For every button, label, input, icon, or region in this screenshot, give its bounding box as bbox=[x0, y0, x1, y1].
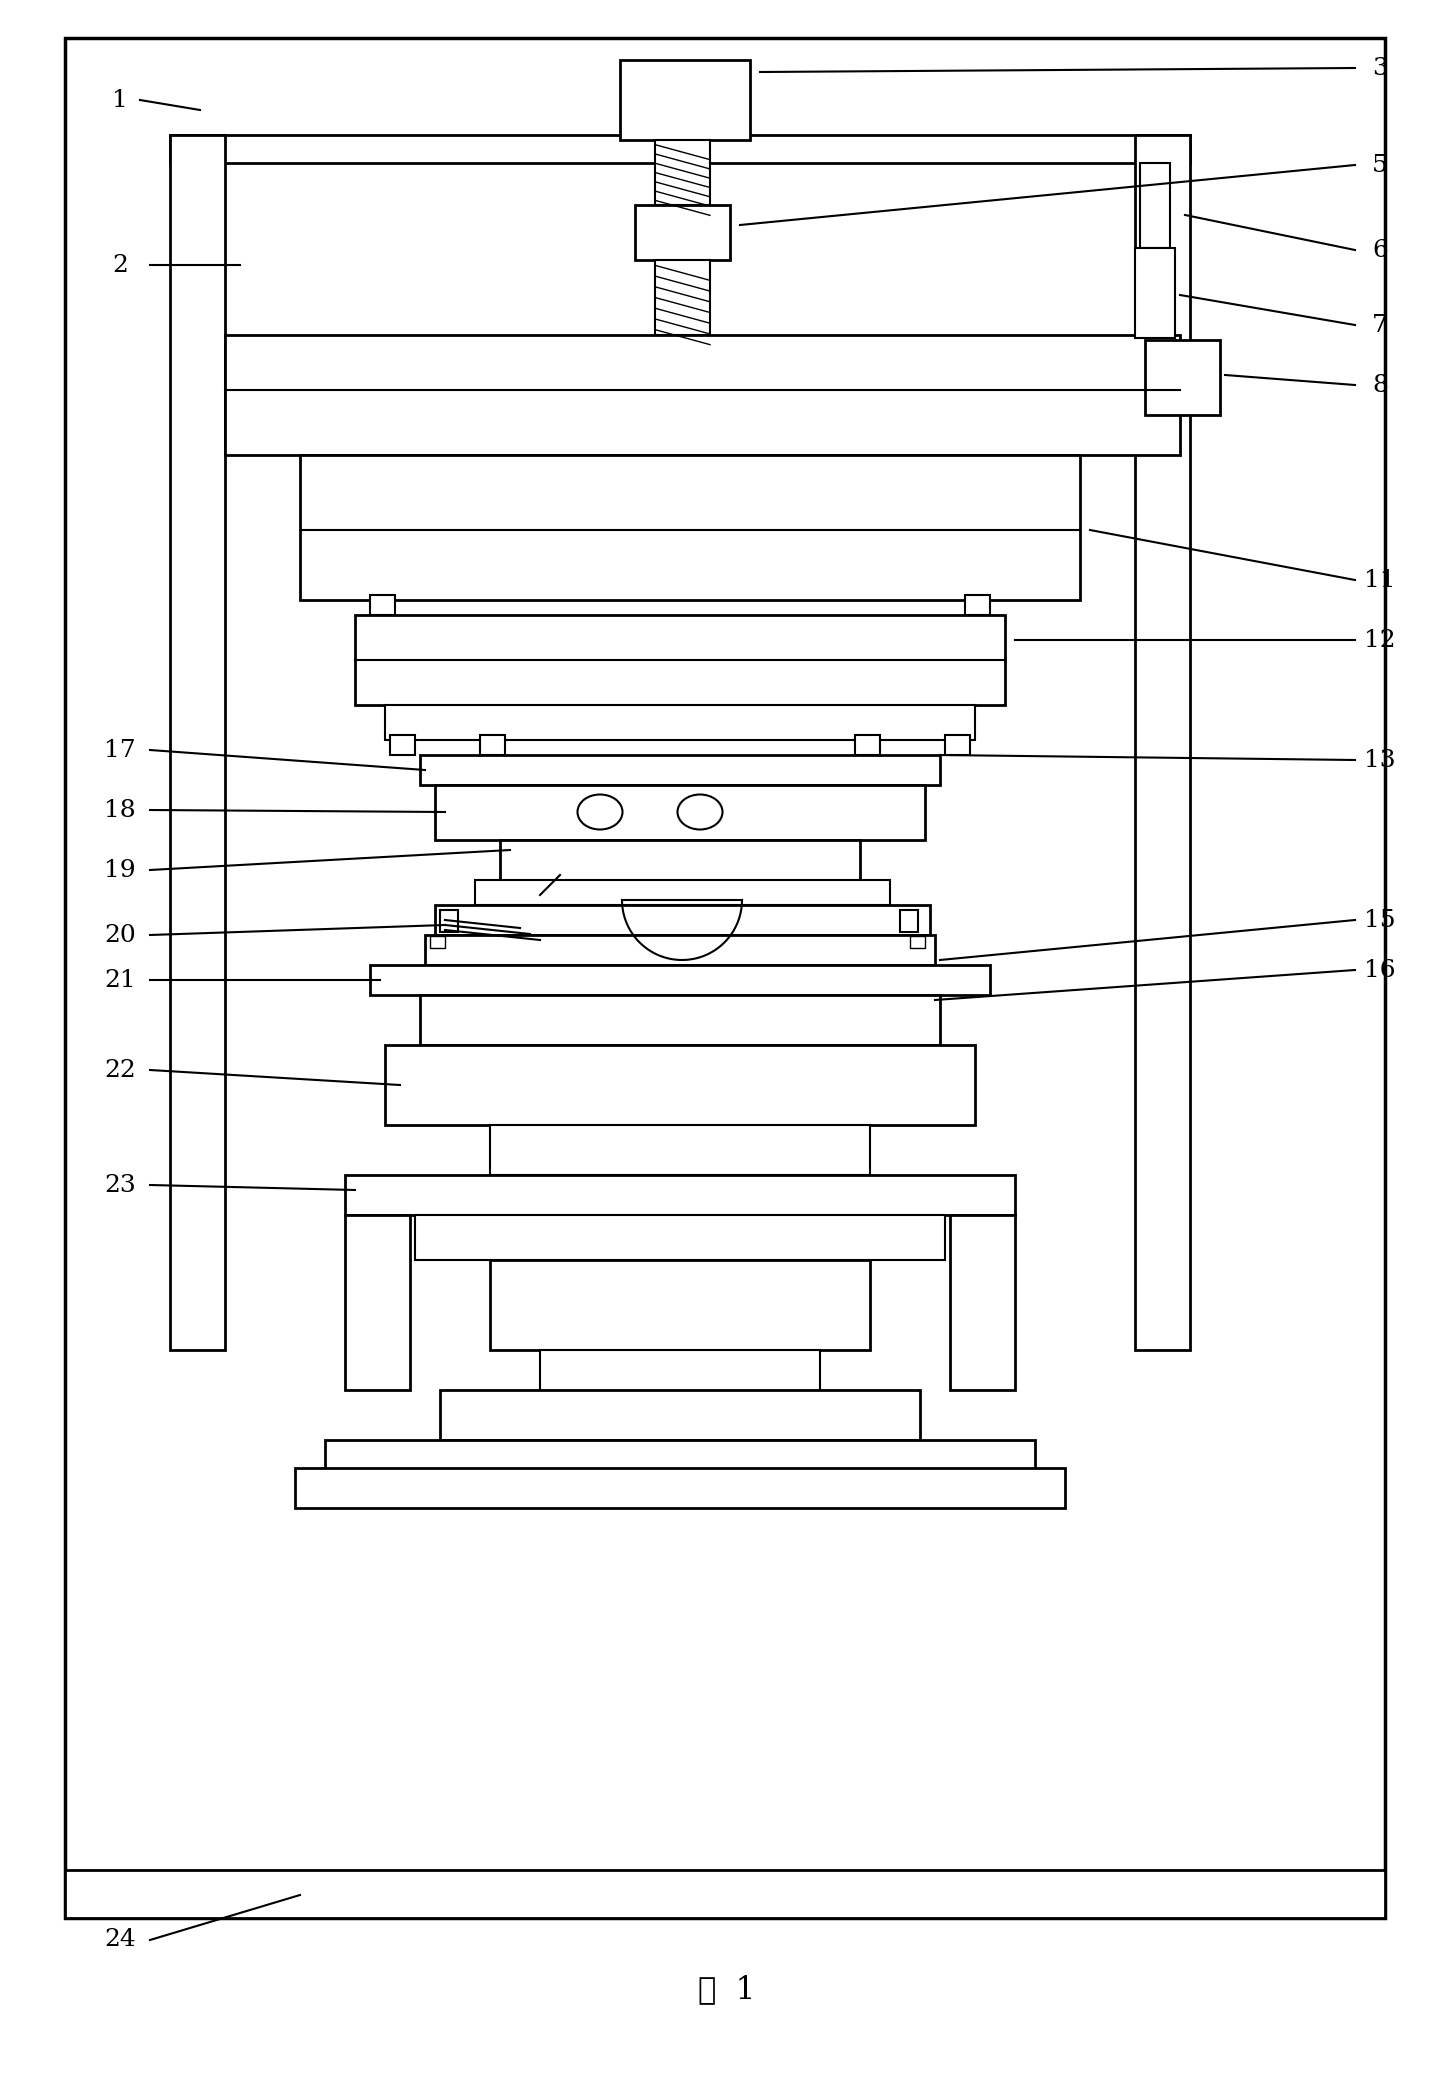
Bar bbox=[901, 910, 918, 931]
Bar bbox=[435, 904, 930, 935]
Bar bbox=[1141, 164, 1170, 249]
Ellipse shape bbox=[578, 794, 623, 830]
Bar bbox=[324, 1439, 1035, 1470]
Bar bbox=[370, 964, 989, 996]
Bar bbox=[474, 879, 890, 904]
Bar bbox=[856, 734, 880, 755]
Bar bbox=[355, 616, 1005, 705]
Bar bbox=[634, 205, 730, 259]
Text: 22: 22 bbox=[105, 1058, 135, 1081]
Text: 11: 11 bbox=[1365, 568, 1395, 591]
Bar bbox=[390, 734, 415, 755]
Bar bbox=[435, 784, 925, 840]
Text: 20: 20 bbox=[105, 923, 135, 946]
Ellipse shape bbox=[678, 794, 723, 830]
Text: 13: 13 bbox=[1365, 749, 1395, 772]
Bar bbox=[540, 1350, 821, 1400]
Bar bbox=[420, 755, 940, 784]
Bar bbox=[655, 141, 710, 205]
Text: 24: 24 bbox=[105, 1929, 135, 1952]
Bar bbox=[1135, 249, 1176, 338]
Text: 16: 16 bbox=[1365, 958, 1395, 981]
Bar bbox=[950, 1215, 1016, 1390]
Text: 12: 12 bbox=[1365, 628, 1395, 651]
Text: 15: 15 bbox=[1365, 908, 1395, 931]
Bar bbox=[944, 734, 970, 755]
Bar bbox=[909, 935, 925, 948]
Bar bbox=[965, 595, 989, 616]
Bar bbox=[420, 996, 940, 1045]
Bar bbox=[439, 1390, 920, 1439]
Bar bbox=[1145, 340, 1219, 415]
Text: 21: 21 bbox=[105, 969, 135, 991]
Bar bbox=[345, 1176, 1016, 1215]
Bar bbox=[431, 935, 445, 948]
Text: 18: 18 bbox=[105, 798, 135, 821]
Text: 6: 6 bbox=[1372, 239, 1388, 261]
Bar bbox=[170, 135, 1190, 164]
Text: 3: 3 bbox=[1372, 56, 1388, 79]
Bar bbox=[300, 454, 1080, 599]
Text: 1: 1 bbox=[112, 89, 128, 112]
Bar bbox=[655, 259, 710, 336]
Text: 17: 17 bbox=[105, 738, 135, 761]
Bar bbox=[501, 840, 860, 879]
Bar bbox=[1135, 135, 1190, 1350]
Bar bbox=[490, 1261, 870, 1350]
Bar bbox=[620, 60, 749, 141]
Text: 23: 23 bbox=[105, 1174, 135, 1197]
Bar bbox=[439, 910, 458, 931]
Text: 图  1: 图 1 bbox=[698, 1974, 755, 2006]
Text: 2: 2 bbox=[112, 253, 128, 276]
Bar bbox=[386, 1045, 975, 1124]
Bar bbox=[65, 1871, 1385, 1918]
Text: 5: 5 bbox=[1372, 153, 1388, 176]
Bar bbox=[170, 135, 226, 1350]
Bar bbox=[490, 1124, 870, 1176]
Bar bbox=[345, 1215, 410, 1390]
Bar bbox=[415, 1215, 944, 1261]
Text: 8: 8 bbox=[1372, 373, 1388, 396]
Bar bbox=[425, 935, 936, 964]
Bar bbox=[370, 595, 394, 616]
Bar bbox=[480, 734, 505, 755]
Text: 19: 19 bbox=[105, 859, 135, 881]
Bar bbox=[226, 336, 1180, 454]
Bar bbox=[295, 1468, 1065, 1508]
Bar bbox=[386, 705, 975, 740]
Text: 7: 7 bbox=[1372, 313, 1388, 336]
